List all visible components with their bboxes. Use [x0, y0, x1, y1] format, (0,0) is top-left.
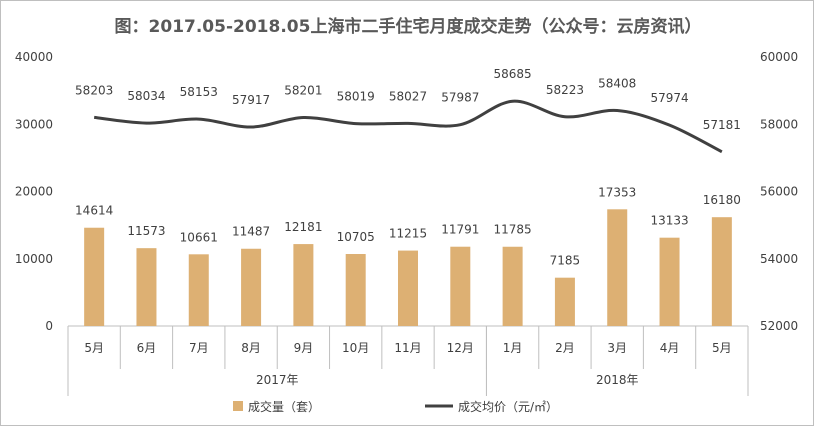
bar — [607, 209, 628, 326]
line-value-label: 58153 — [180, 85, 218, 99]
bar-value-label: 13133 — [650, 214, 688, 228]
x-category-label: 9月 — [294, 341, 314, 355]
line-point — [459, 123, 462, 126]
bar-value-label: 16180 — [703, 193, 741, 207]
x-category-label: 12月 — [447, 341, 474, 355]
line-value-label: 58201 — [284, 83, 322, 97]
line-value-label: 57987 — [441, 91, 479, 105]
bar — [241, 248, 262, 326]
y-left-tick-label: 30000 — [15, 117, 53, 131]
line-value-label: 58019 — [337, 90, 375, 104]
y-right-tick-label: 60000 — [760, 50, 798, 64]
bar-value-label: 12181 — [284, 220, 322, 234]
bar-value-label: 10705 — [337, 230, 375, 244]
y-right-tick-label: 58000 — [760, 117, 798, 131]
bar — [345, 254, 366, 326]
x-group-label: 2017年 — [256, 373, 299, 387]
bar — [502, 246, 523, 326]
y-right-tick-label: 54000 — [760, 252, 798, 266]
legend-swatch-volume — [233, 401, 243, 411]
bar-value-label: 17353 — [598, 185, 636, 199]
x-category-label: 5月 — [84, 341, 104, 355]
line-point — [563, 115, 566, 118]
bar-value-label: 11215 — [389, 227, 427, 241]
bar — [659, 237, 680, 326]
line-value-label: 58223 — [546, 83, 584, 97]
line-point — [616, 109, 619, 112]
x-category-label: 5月 — [712, 341, 732, 355]
bar-value-label: 11573 — [127, 224, 165, 238]
bar — [398, 250, 418, 326]
axes-layer: 0 10000 20000 30000 40000 52000 54000 56000 5800… — [15, 50, 798, 396]
line-point — [302, 116, 305, 119]
bars-layer — [84, 209, 732, 326]
line-point — [93, 116, 96, 119]
bar — [554, 277, 575, 326]
bar — [136, 248, 157, 326]
bar-value-label: 11791 — [441, 223, 479, 237]
bar — [711, 217, 732, 326]
line-value-label: 57974 — [650, 91, 688, 105]
bar — [293, 244, 314, 326]
line-point — [668, 124, 671, 127]
y-left-tick-label: 20000 — [15, 185, 53, 199]
bar-value-label: 11487 — [232, 225, 270, 239]
bar-value-label: 14614 — [75, 204, 113, 218]
x-category-label: 7月 — [189, 341, 209, 355]
line-value-label: 57917 — [232, 93, 270, 107]
x-category-label: 10月 — [342, 341, 369, 355]
legend-label-price: 成交均价（元/㎡） — [458, 399, 558, 414]
line-value-label: 58685 — [494, 67, 532, 81]
bar-value-label: 7185 — [550, 254, 581, 268]
line-value-label: 58203 — [75, 83, 113, 97]
x-category-label: 8月 — [241, 341, 261, 355]
line-value-label: 58027 — [389, 89, 427, 103]
x-category-label: 6月 — [137, 341, 157, 355]
y-right-tick-label: 52000 — [760, 319, 798, 333]
line-point — [145, 122, 148, 125]
bar — [84, 227, 105, 326]
bar-value-label: 10661 — [180, 230, 218, 244]
line-point — [197, 118, 200, 121]
x-category-label: 1月 — [503, 341, 523, 355]
x-category-label: 4月 — [660, 341, 680, 355]
x-category-label: 2月 — [555, 341, 575, 355]
line-point — [720, 150, 723, 153]
line-point — [354, 122, 357, 125]
series-line-avg-price — [93, 99, 723, 154]
x-group-label: 2018年 — [596, 373, 639, 387]
line-value-label: 58408 — [598, 77, 636, 91]
y-left-tick-label: 40000 — [15, 50, 53, 64]
line-value-label: 57181 — [703, 118, 741, 132]
y-left-tick-label: 0 — [45, 319, 53, 333]
x-category-label: 3月 — [607, 341, 627, 355]
data-labels-layer: 14614 11573 10661 11487 12181 10705 11215 11791… — [75, 67, 741, 267]
legend-label-volume: 成交量（套） — [248, 399, 320, 414]
line-point — [407, 122, 410, 125]
line-point — [250, 126, 253, 129]
line-point — [511, 100, 514, 103]
line-value-label: 58034 — [127, 89, 165, 103]
bar — [188, 254, 209, 326]
bar — [450, 246, 471, 326]
chart-title: 图：2017.05-2018.05上海市二手住宅月度成交走势（公众号：云房资讯） — [115, 16, 702, 37]
bar-value-label: 11785 — [494, 223, 532, 237]
legend: 成交量（套） 成交均价（元/㎡） — [233, 399, 558, 414]
x-category-label: 11月 — [394, 341, 421, 355]
y-right-tick-label: 56000 — [760, 185, 798, 199]
y-left-tick-label: 10000 — [15, 252, 53, 266]
line-layer — [93, 99, 723, 154]
